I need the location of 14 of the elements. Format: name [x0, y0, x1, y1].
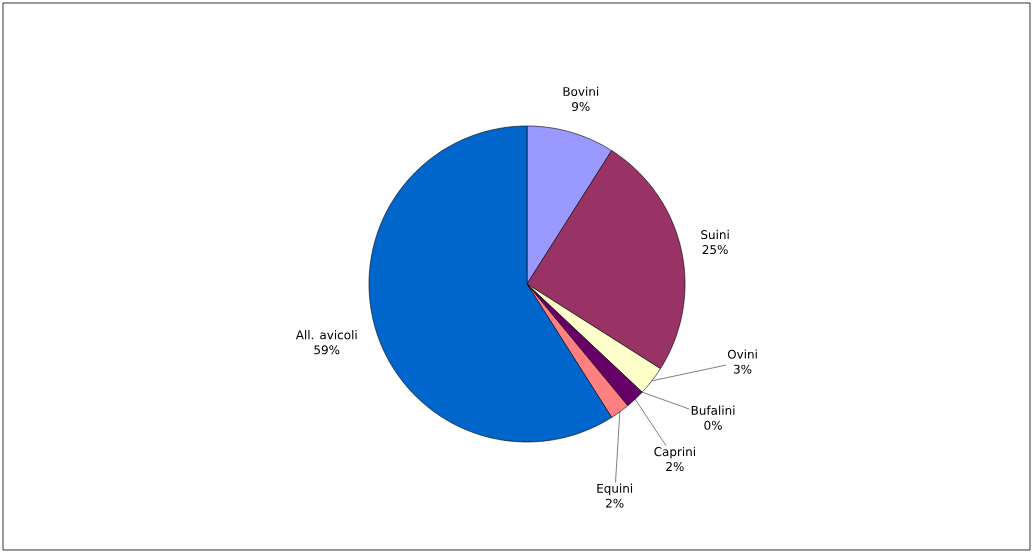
slice-label: Bovini — [563, 86, 599, 97]
text: 0% — [704, 420, 722, 430]
data-label: 2% — [666, 462, 684, 472]
category-label: Bufalini — [691, 405, 735, 415]
data-label: 2% — [606, 498, 624, 508]
slice-label: Equini — [597, 483, 633, 496]
slice-label: All. avicoli — [295, 330, 357, 340]
data-label: 3% — [733, 364, 752, 374]
data-label: 9% — [572, 101, 590, 111]
slice-label: Suini — [701, 229, 729, 240]
slice-label: Ovini — [727, 349, 757, 359]
slice-label: Caprini — [654, 446, 695, 459]
data-label: 59% — [314, 345, 340, 355]
data-label: 25% — [702, 245, 728, 255]
